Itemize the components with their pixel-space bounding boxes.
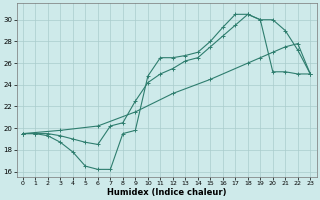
X-axis label: Humidex (Indice chaleur): Humidex (Indice chaleur) xyxy=(107,188,226,197)
